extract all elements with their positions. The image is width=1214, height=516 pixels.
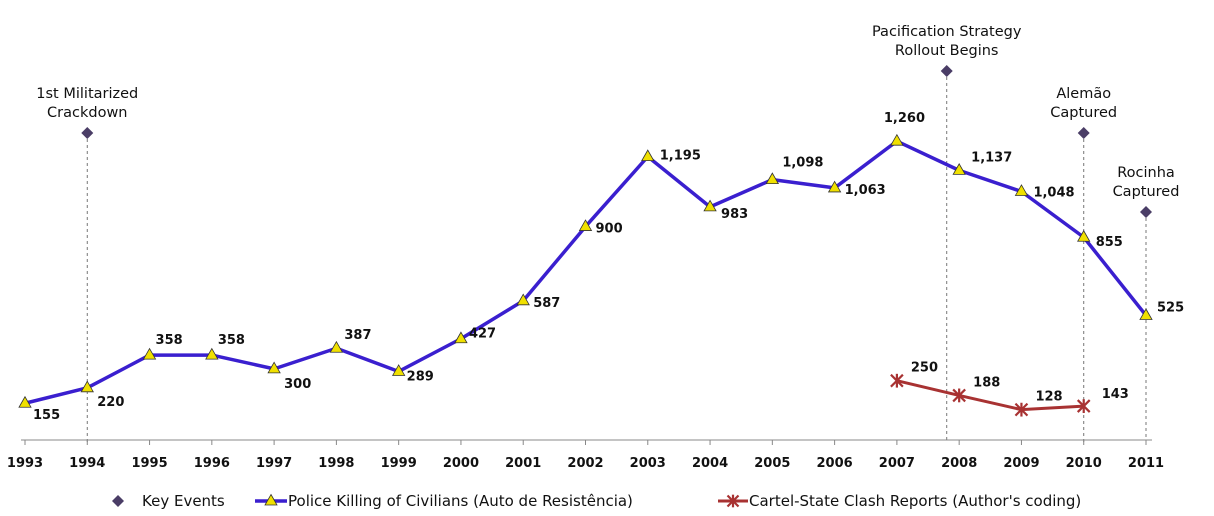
x-tick-label: 2004: [692, 456, 728, 471]
x-tick-label: 1995: [131, 456, 167, 471]
key-event-diamond: [940, 65, 953, 77]
police-killings-label: 525: [1157, 301, 1184, 316]
key-event-label: 1st Militarized: [36, 86, 138, 102]
police-killings-label: 289: [407, 369, 434, 384]
legend-key-events-marker: [112, 495, 124, 507]
police-killings-label: 220: [97, 395, 124, 410]
police-killings-label: 855: [1096, 235, 1123, 250]
clash-reports-point: [1014, 402, 1029, 417]
key-event-diamond: [1140, 206, 1152, 218]
key-event-label: Rocinha: [1117, 165, 1175, 181]
police-killings-point: [890, 133, 904, 146]
police-killings-point: [1014, 184, 1029, 196]
clash-reports-point: [952, 388, 966, 403]
key-event-diamond: [81, 127, 94, 139]
x-tick-label: 1998: [318, 456, 354, 471]
police-killings-label: 1,137: [971, 150, 1012, 165]
legend-police-label: Police Killing of Civilians (Auto de Res…: [288, 492, 633, 510]
x-tick-label: 2003: [630, 456, 666, 471]
x-tick-label: 2007: [879, 456, 915, 471]
x-tick-label: 2009: [1003, 456, 1039, 471]
police-killings-label: 983: [721, 207, 748, 222]
police-killings-label: 300: [284, 377, 311, 392]
clash-reports-point: [890, 373, 904, 388]
police-killings-label: 1,195: [660, 149, 701, 164]
police-killings-point: [578, 219, 593, 231]
legend-clash-marker: [726, 494, 740, 508]
x-tick-label: 1999: [381, 456, 417, 471]
key-event-label: Pacification Strategy: [872, 24, 1022, 40]
police-killings-line: [24, 139, 1148, 405]
police-killings-point: [641, 149, 655, 162]
police-killings-point: [765, 172, 780, 185]
police-killings-label: 1,048: [1033, 185, 1074, 200]
key-event-label: Rollout Begins: [895, 43, 999, 59]
x-tick-label: 2011: [1128, 456, 1164, 471]
x-tick-label: 2002: [567, 456, 603, 471]
police-killings-point: [516, 293, 530, 306]
police-killings-point: [1139, 308, 1153, 320]
police-killings-point: [827, 180, 842, 193]
legend-clash-label: Cartel-State Clash Reports (Author's cod…: [749, 492, 1081, 510]
police-killings-point: [267, 361, 281, 374]
key-event-label: Alemão: [1056, 86, 1111, 102]
key-events-layer: 1st Militarized Crackdown Pacification Str…: [36, 24, 1179, 442]
x-tick-label: 1993: [7, 456, 43, 471]
x-tick-label: 1996: [194, 456, 230, 471]
police-killings-label: 1,098: [782, 156, 823, 171]
clash-reports-line: [896, 379, 1084, 412]
x-tick-label: 1997: [256, 456, 292, 471]
police-killings-point: [18, 395, 32, 408]
legend-police-marker: [264, 493, 278, 506]
police-killings-point: [703, 199, 717, 212]
key-event-diamond: [1077, 127, 1090, 139]
police-killings-point: [80, 380, 94, 393]
police-killings-label: 358: [218, 333, 245, 348]
x-tick-label: 2005: [754, 456, 790, 471]
legend-key-events-label: Key Events: [142, 492, 225, 510]
x-tick-label: 1994: [69, 456, 105, 471]
police-killings-label: 427: [469, 327, 496, 342]
key-event-label: Crackdown: [47, 105, 127, 121]
police-killings-label: 358: [156, 333, 183, 348]
police-killings-point: [142, 347, 157, 360]
key-event-label: Captured: [1113, 184, 1180, 200]
police-killings-label: 387: [344, 328, 371, 343]
x-tick-label: 2000: [443, 456, 479, 471]
x-tick-label: 2008: [941, 456, 977, 471]
x-axis: 1993 1994 1995 1996 1997 1998 1999 2000 2001 2002…: [7, 439, 1164, 471]
police-killings-label: 155: [33, 408, 60, 423]
police-killings-point: [329, 340, 344, 353]
police-killings-label: 1,063: [845, 183, 886, 198]
x-tick-label: 2006: [817, 456, 853, 471]
police-killings-label: 1,260: [884, 111, 925, 126]
key-event-label: Captured: [1050, 105, 1117, 121]
clash-reports-point: [1076, 399, 1091, 413]
police-killings-point: [454, 331, 468, 344]
legend: Key Events Police Killing of Civilians (A…: [112, 492, 1081, 510]
police-killings-label: 900: [596, 222, 623, 237]
clash-reports-label: 143: [1102, 387, 1129, 402]
police-killings-point: [205, 347, 219, 360]
police-killings-point: [391, 364, 406, 376]
clash-reports-label: 128: [1035, 390, 1062, 405]
police-killings-point: [1077, 229, 1091, 242]
police-killings-label: 587: [533, 296, 560, 311]
x-tick-label: 2001: [505, 456, 541, 471]
series-layer: 155 220 358 358 300 387 289 427 587 900 1,195 983 1,…: [18, 111, 1184, 423]
clash-reports-label: 188: [973, 375, 1000, 390]
x-tick-label: 2010: [1066, 456, 1102, 471]
clash-reports-label: 250: [911, 361, 938, 376]
police-killings-point: [952, 163, 966, 175]
